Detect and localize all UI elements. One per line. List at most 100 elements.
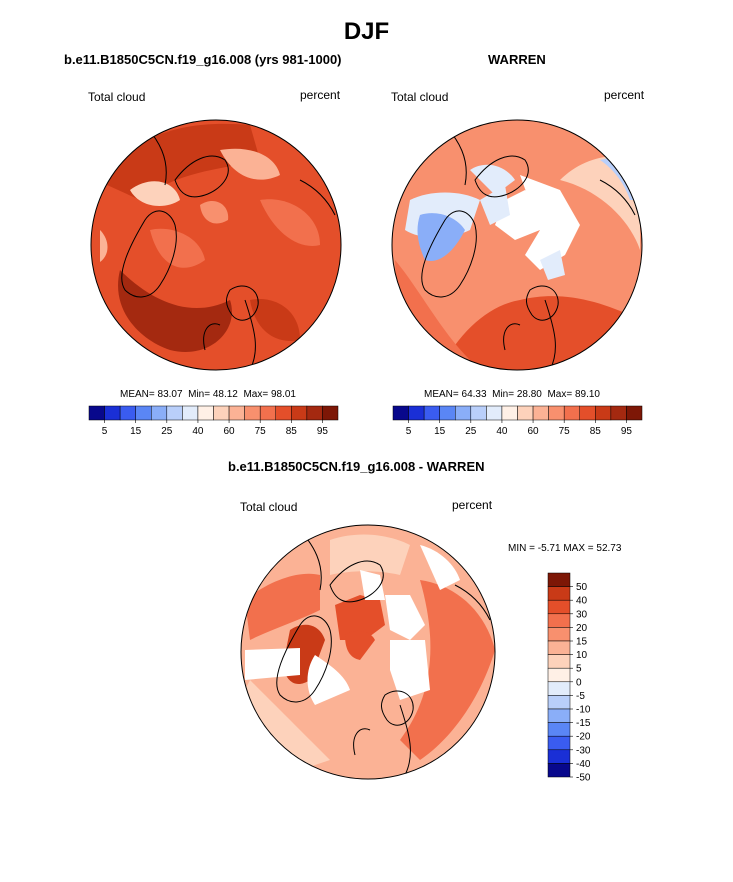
colorbar-3-swatch [547,708,571,723]
colorbar-2-swatch [548,405,565,421]
panel2-max-value: 89.10 [574,389,600,400]
colorbar-3-tick-label: -40 [576,759,591,770]
colorbar-1-swatch [322,405,339,421]
colorbar-3-swatch [547,722,571,737]
colorbar-3-tick-label: -50 [576,773,591,784]
colorbar-1: 5 15 25 40 60 75 85 95 [88,405,339,437]
colorbar-2-swatch [563,405,580,421]
map2-border [391,119,643,371]
colorbar-2-swatch [517,405,534,421]
colorbar-1-tick-label: 15 [130,426,142,437]
panel2-left-label: Total cloud [391,90,449,104]
map2-field [392,120,642,370]
colorbar-2-swatch [501,405,518,421]
colorbar-2-swatch [486,405,503,421]
colorbar-3-swatch [547,654,571,669]
colorbar-2-swatch [532,405,549,421]
panel3-max-value: 52.73 [596,543,622,554]
map1-field [91,120,341,370]
panel3-title: b.e11.B1850C5CN.f19_g16.008 - WARREN [228,459,485,474]
colorbar-2-swatch [595,405,612,421]
colorbar-3-swatch [547,695,571,710]
colorbar-3-tick-label: -10 [576,705,591,716]
colorbar-3-tick-label: 15 [576,637,588,648]
colorbar-1-tick-label: 40 [192,426,204,437]
colorbar-1-swatch [244,405,261,421]
panel1-left-label: Total cloud [88,90,146,104]
map3-border [240,524,496,780]
panel2-stats: MEAN= 64.33 Min= 28.80 Max= 89.10 [424,389,600,400]
map3-field [241,525,495,779]
colorbar-3-swatch [547,586,571,601]
colorbar-2-tick-label: 85 [590,426,602,437]
panel1-mean-label: MEAN= [120,389,155,400]
colorbar-2-tick-label: 40 [496,426,508,437]
panel2-mean-label: MEAN= [424,389,459,400]
colorbar-2-swatch [408,405,425,421]
colorbar-3-swatch [547,613,571,628]
colorbar-3-tick-label: 5 [576,664,582,675]
panel1-max-value: 98.01 [270,389,296,400]
colorbar-3-tick-label: -5 [576,691,585,702]
colorbar-3-tick-label: -15 [576,718,591,729]
panel2-title: WARREN [488,52,546,67]
colorbar-1-tick-label: 5 [102,426,108,437]
panel2-max-label: Max= [547,389,573,400]
colorbar-1-swatch [151,405,168,421]
colorbar-2-swatch [579,405,596,421]
panel1-min-value: 48.12 [212,389,238,400]
colorbar-1-tick-label: 75 [255,426,267,437]
colorbar-3-swatch [547,681,571,696]
colorbar-1-swatch [228,405,245,421]
colorbar-1-swatch [291,405,308,421]
colorbar-2-tick-label: 75 [559,426,571,437]
colorbar-1-tick-label: 25 [161,426,173,437]
colorbar-3-tick-label: 30 [576,609,588,620]
panel3-units-label: percent [452,498,493,512]
colorbar-3-tick-label: 50 [576,582,588,593]
colorbar-2-swatch [470,405,487,421]
colorbar-3-swatch [547,627,571,642]
colorbar-3-tick-label: 20 [576,623,588,634]
colorbar-2-tick-label: 15 [434,426,446,437]
colorbar-1-swatch [213,405,230,421]
colorbar-2-tick-label: 5 [406,426,412,437]
colorbar-1-swatch [182,405,199,421]
colorbar-1-swatch [306,405,323,421]
colorbar-2-swatch [626,405,643,421]
panel1-title: b.e11.B1850C5CN.f19_g16.008 (yrs 981-100… [64,52,342,67]
colorbar-2-tick-label: 60 [528,426,540,437]
panel2-units-label: percent [604,88,645,102]
colorbar-2: 5 15 25 40 60 75 85 95 [392,405,643,437]
colorbar-3-swatch [547,749,571,764]
main-title: DJF [343,18,390,45]
colorbar-3-swatch [547,599,571,615]
colorbar-1-swatch [259,405,276,421]
colorbar-1-swatch [275,405,292,421]
panel3-left-label: Total cloud [240,500,298,514]
colorbar-1-swatch [104,405,121,421]
colorbar-2-swatch [439,405,456,421]
panel3-min-value: -5.71 [537,543,561,554]
colorbar-1-swatch [88,405,105,421]
colorbar-3-swatch [547,667,571,683]
panel3-min-label: MIN = [508,543,535,554]
colorbar-3-tick-label: -30 [576,745,591,756]
panel2-mean-value: 64.33 [461,389,487,400]
colorbar-1-swatch [119,405,136,421]
panel3-max-label: MAX = [563,543,594,554]
map1-border [90,119,342,371]
colorbar-3-swatch [547,763,571,778]
colorbar-3-swatch [547,735,571,751]
panel2-min-label: Min= [492,389,515,400]
colorbar-3-swatch [547,640,571,655]
colorbar-3-tick-label: -20 [576,732,591,743]
colorbar-2-tick-label: 95 [621,426,633,437]
panel1-max-label: Max= [243,389,269,400]
colorbar-3-swatch [547,572,571,587]
panel1-stats: MEAN= 83.07 Min= 48.12 Max= 98.01 [120,389,296,400]
colorbar-1-tick-label: 85 [286,426,298,437]
panel1-min-label: Min= [188,389,211,400]
